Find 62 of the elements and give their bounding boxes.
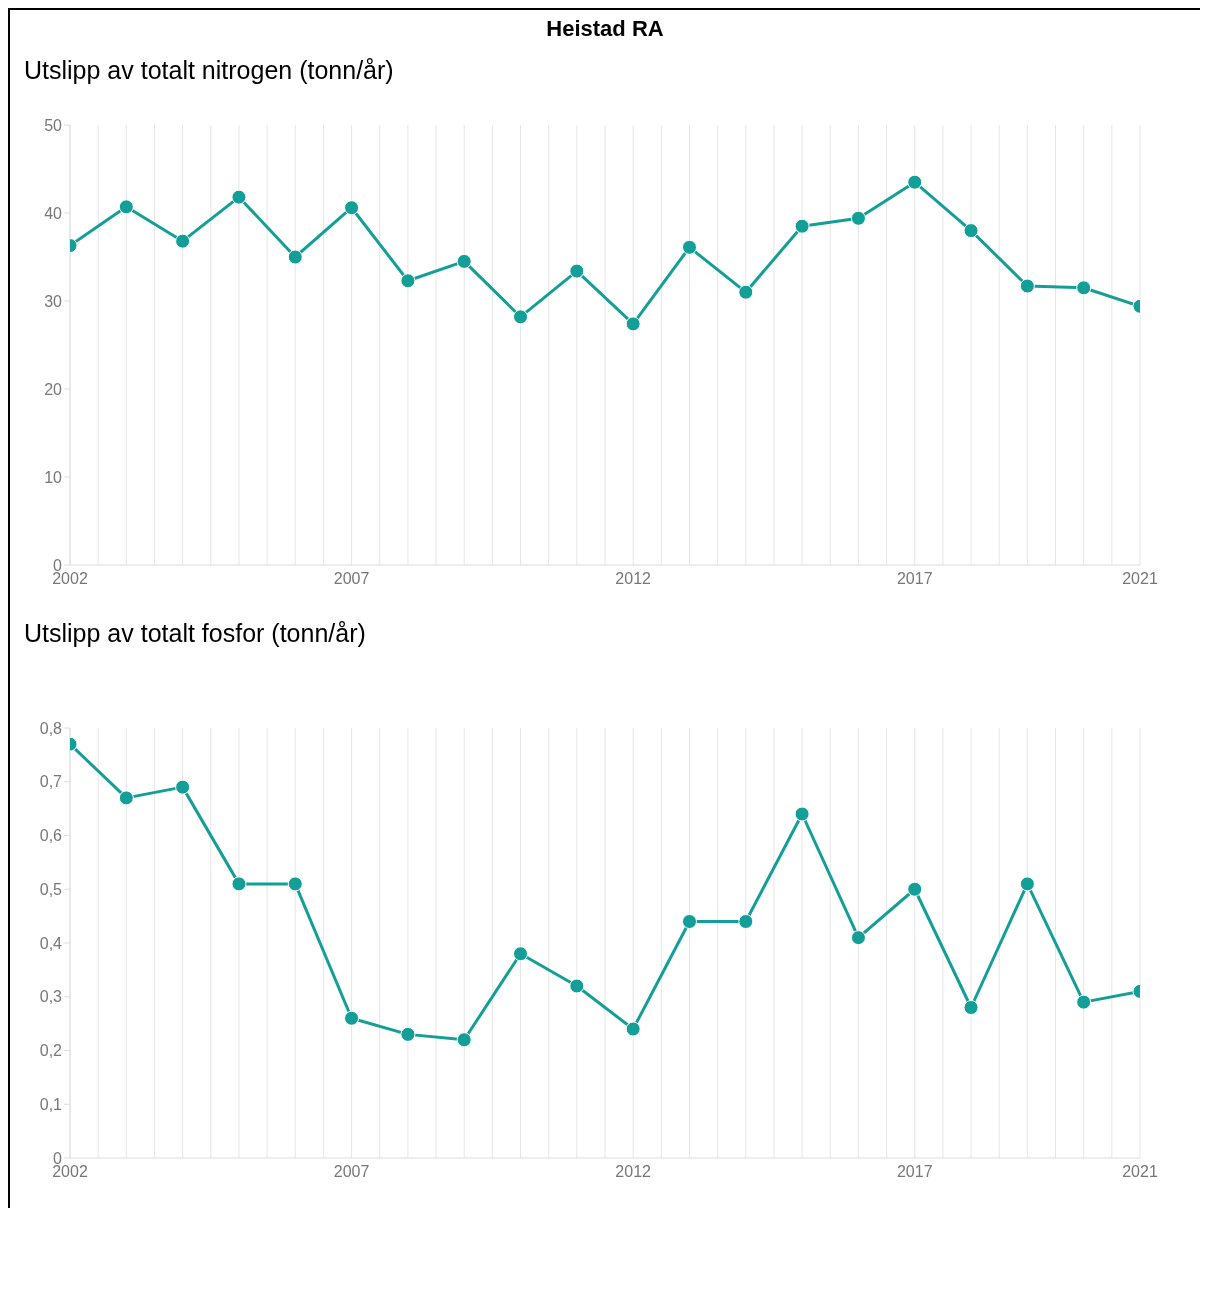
point xyxy=(118,199,134,215)
point xyxy=(625,316,641,332)
chart-subtitle: Utslipp av totalt nitrogen (tonn/år) xyxy=(24,56,395,85)
y-tick-label: 40 xyxy=(44,204,63,222)
x-tick-label: 2017 xyxy=(896,1163,933,1181)
point xyxy=(625,1021,641,1037)
point xyxy=(681,914,697,929)
point xyxy=(1076,280,1092,296)
point xyxy=(569,978,585,994)
point xyxy=(175,779,191,795)
y-tick-label: 20 xyxy=(44,380,63,398)
point xyxy=(456,253,472,269)
y-tick-label: 0,8 xyxy=(39,719,63,737)
x-tick-label: 2012 xyxy=(615,570,652,588)
x-tick-label: 2007 xyxy=(333,1163,370,1181)
point xyxy=(513,946,529,962)
point xyxy=(344,200,360,216)
point xyxy=(794,218,810,234)
x-tick-label: 2012 xyxy=(615,1163,652,1181)
point xyxy=(794,806,810,822)
point xyxy=(738,284,754,300)
x-tick-label: 2021 xyxy=(1122,1163,1158,1181)
y-tick-label: 0,5 xyxy=(39,880,63,898)
point xyxy=(681,239,697,255)
point xyxy=(1019,278,1035,294)
point xyxy=(569,263,585,279)
point xyxy=(907,881,923,897)
y-tick-label: 0,2 xyxy=(39,1042,63,1060)
y-tick-label: 0,1 xyxy=(39,1095,63,1113)
y-tick-label: 30 xyxy=(44,292,63,310)
y-tick-label: 10 xyxy=(44,468,63,486)
x-tick-label: 2002 xyxy=(52,1163,88,1181)
point xyxy=(118,790,134,806)
y-tick-label: 0,4 xyxy=(39,934,63,952)
point xyxy=(513,309,529,325)
y-tick-label: 50 xyxy=(44,116,63,134)
point xyxy=(231,189,247,205)
point xyxy=(231,876,247,892)
point xyxy=(344,1010,360,1026)
point xyxy=(738,914,754,929)
point xyxy=(287,876,303,892)
point xyxy=(850,930,866,946)
point xyxy=(907,174,923,190)
x-tick-label: 2021 xyxy=(1122,570,1158,588)
point xyxy=(1076,994,1092,1010)
point xyxy=(287,249,303,265)
x-tick-label: 2017 xyxy=(896,570,933,588)
y-tick-label: 0,7 xyxy=(39,773,63,791)
x-tick-label: 2007 xyxy=(333,570,370,588)
point xyxy=(963,223,979,239)
y-tick-label: 0,3 xyxy=(39,988,63,1006)
point xyxy=(400,1026,416,1042)
chart-title: Heistad RA xyxy=(545,16,665,42)
y-tick-label: 0,6 xyxy=(39,827,63,845)
chart-title: Utslipp av totalt fosfor (tonn/år) xyxy=(24,619,367,648)
point xyxy=(456,1032,472,1048)
point xyxy=(400,273,416,289)
point xyxy=(1019,876,1035,892)
point xyxy=(963,1000,979,1015)
point xyxy=(850,210,866,226)
point xyxy=(175,233,191,249)
x-tick-label: 2002 xyxy=(52,570,88,588)
